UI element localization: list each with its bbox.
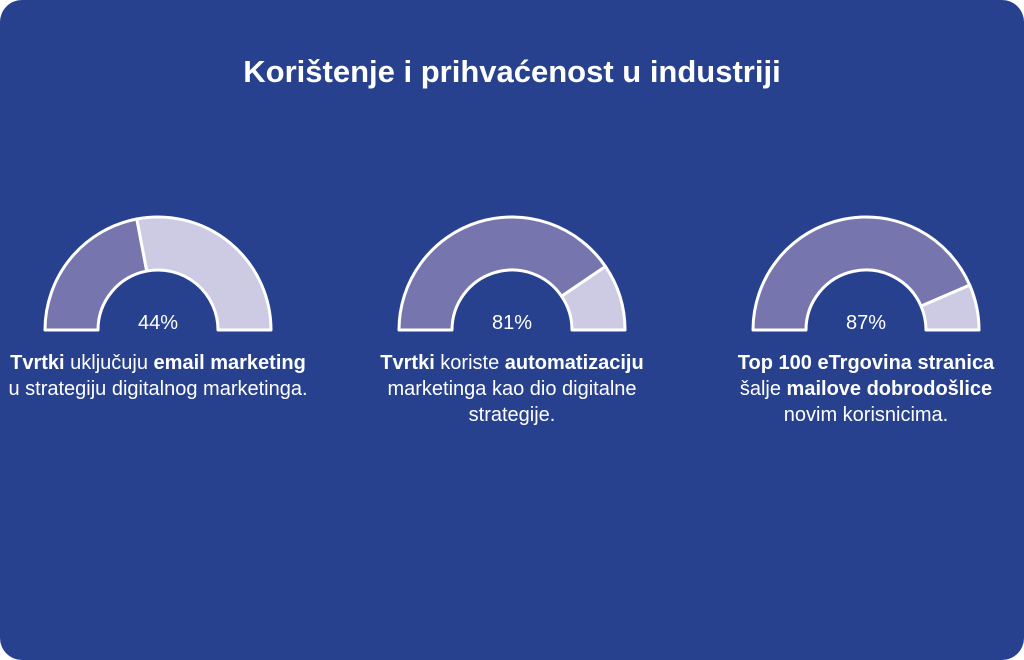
gauge-remaining-segment — [560, 264, 627, 332]
caption-highlight: Tvrtki — [380, 352, 435, 374]
gauge-percent-label: 44% — [137, 312, 179, 334]
gauge-filled-segment — [43, 217, 149, 332]
gauge-caption: Top 100 eTrgovina stranica šalje mailove… — [716, 350, 1016, 428]
gauge-chart — [43, 215, 273, 332]
caption-highlight: Top 100 eTrgovina stranica — [737, 352, 995, 374]
caption-text: u strategiju digitalnog marketinga. — [8, 378, 308, 400]
gauge-caption: Tvrtki koriste automatizaciju marketinga… — [362, 350, 662, 428]
gauge-filled-segment — [751, 215, 972, 332]
caption-highlight: automatizaciju — [504, 352, 644, 374]
caption-text: koriste — [434, 352, 505, 374]
page-title: Korištenje i prihvaćenost u industriji — [243, 54, 781, 89]
gauge-remaining-segment — [135, 215, 273, 332]
gauge-chart — [397, 215, 627, 332]
caption-highlight: mailove dobrodošlice — [786, 378, 993, 400]
gauge-chart — [751, 215, 981, 332]
gauge-percent-label: 81% — [491, 312, 533, 334]
caption-highlight: email marketing — [153, 352, 306, 374]
caption-text: novim korisnicima. — [783, 404, 949, 426]
gauge-filled-segment — [397, 215, 607, 332]
caption-text: uključuju — [64, 352, 154, 374]
caption-highlight: Tvrtki — [10, 352, 65, 374]
caption-text: marketinga kao dio digitalne strategije. — [387, 378, 637, 426]
gauge-remaining-segment — [919, 283, 981, 332]
gauge-percent-label: 87% — [845, 312, 887, 334]
gauge-caption: Tvrtki uključuju email marketing u strat… — [8, 350, 308, 402]
caption-text: šalje — [739, 378, 787, 400]
